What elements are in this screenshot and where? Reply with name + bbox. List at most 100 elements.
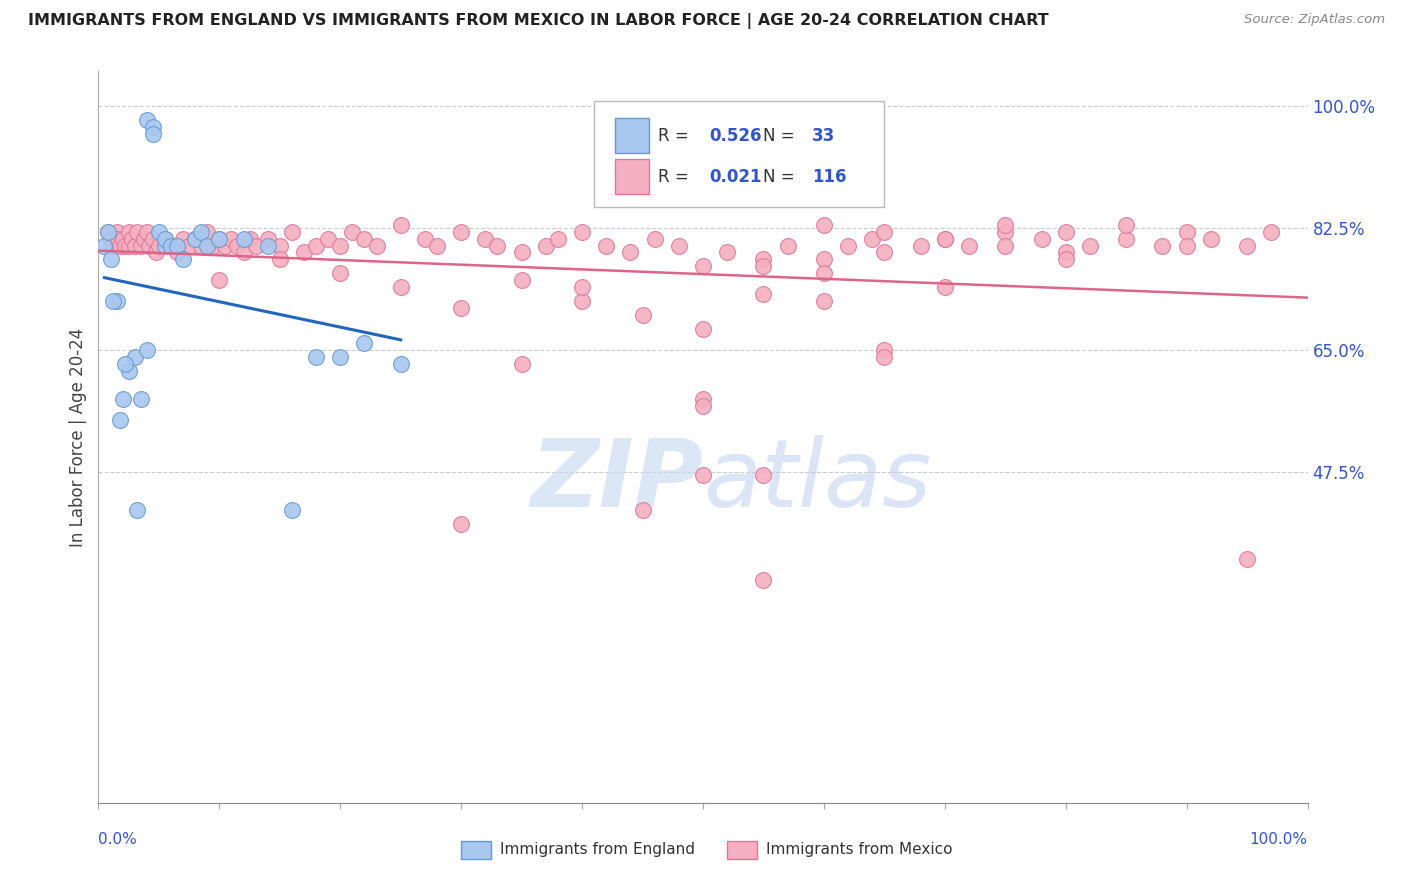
Text: IMMIGRANTS FROM ENGLAND VS IMMIGRANTS FROM MEXICO IN LABOR FORCE | AGE 20-24 COR: IMMIGRANTS FROM ENGLAND VS IMMIGRANTS FR… — [28, 13, 1049, 29]
Point — [994, 238, 1017, 252]
Bar — [614, 118, 648, 153]
Point — [184, 231, 207, 245]
Point — [145, 245, 167, 260]
Point — [118, 364, 141, 378]
Point — [366, 238, 388, 252]
Text: 100.0%: 100.0% — [1250, 832, 1308, 847]
Point — [124, 350, 146, 364]
Point — [934, 231, 956, 245]
Point — [1031, 231, 1053, 245]
Point — [214, 238, 236, 252]
Point — [994, 218, 1017, 232]
Point — [239, 231, 262, 245]
Point — [281, 503, 304, 517]
Point — [353, 336, 375, 351]
Point — [105, 231, 128, 245]
Point — [190, 225, 212, 239]
Point — [342, 225, 364, 239]
Point — [208, 273, 231, 287]
Text: N =: N = — [763, 127, 800, 145]
Point — [547, 231, 569, 245]
Point — [329, 350, 352, 364]
Point — [221, 231, 243, 245]
Point — [692, 399, 714, 413]
Point — [129, 392, 152, 406]
Point — [101, 238, 124, 252]
Point — [124, 238, 146, 252]
Point — [142, 231, 165, 245]
Point — [108, 238, 131, 252]
Point — [105, 225, 128, 239]
Text: Immigrants from Mexico: Immigrants from Mexico — [766, 842, 952, 857]
Point — [135, 343, 157, 357]
Point — [1054, 225, 1077, 239]
Point — [127, 503, 149, 517]
Point — [292, 245, 315, 260]
Point — [752, 287, 775, 301]
Point — [281, 225, 304, 239]
Point — [873, 245, 896, 260]
Point — [571, 294, 593, 309]
Point — [389, 218, 412, 232]
Point — [153, 238, 176, 252]
Point — [202, 238, 225, 252]
Point — [166, 238, 188, 252]
Point — [138, 238, 160, 252]
Text: N =: N = — [763, 168, 800, 186]
Text: 0.021: 0.021 — [709, 168, 762, 186]
Text: Immigrants from England: Immigrants from England — [501, 842, 695, 857]
Point — [97, 225, 120, 239]
Point — [195, 238, 218, 252]
Point — [245, 238, 267, 252]
Point — [934, 280, 956, 294]
Point — [534, 238, 557, 252]
Text: R =: R = — [658, 168, 695, 186]
Point — [813, 266, 835, 280]
Point — [1236, 552, 1258, 566]
Bar — [614, 159, 648, 194]
Point — [316, 231, 339, 245]
Point — [100, 252, 122, 267]
Point — [134, 231, 156, 245]
Point — [474, 231, 496, 245]
Point — [1175, 238, 1198, 252]
Point — [1078, 238, 1101, 252]
Y-axis label: In Labor Force | Age 20-24: In Labor Force | Age 20-24 — [69, 327, 87, 547]
Point — [190, 238, 212, 252]
Point — [142, 127, 165, 141]
Point — [118, 225, 141, 239]
Point — [1260, 225, 1282, 239]
Point — [776, 238, 799, 252]
Point — [486, 238, 509, 252]
Bar — [461, 841, 492, 859]
Point — [148, 225, 170, 239]
Point — [619, 245, 641, 260]
Point — [426, 238, 449, 252]
Point — [934, 231, 956, 245]
Point — [692, 322, 714, 336]
Text: 33: 33 — [811, 127, 835, 145]
Point — [510, 357, 533, 371]
Point — [226, 238, 249, 252]
Point — [105, 294, 128, 309]
Point — [1115, 218, 1137, 232]
Point — [644, 231, 666, 245]
Point — [93, 238, 115, 252]
Point — [837, 238, 859, 252]
Point — [195, 225, 218, 239]
Point — [813, 218, 835, 232]
Point — [148, 238, 170, 252]
Point — [813, 252, 835, 267]
Point — [873, 350, 896, 364]
Point — [752, 260, 775, 274]
Point — [305, 238, 328, 252]
Text: atlas: atlas — [703, 435, 931, 526]
Point — [692, 392, 714, 406]
Point — [389, 357, 412, 371]
Point — [692, 468, 714, 483]
Point — [510, 273, 533, 287]
Point — [232, 245, 254, 260]
Point — [114, 238, 136, 252]
Point — [111, 231, 134, 245]
Point — [389, 280, 412, 294]
